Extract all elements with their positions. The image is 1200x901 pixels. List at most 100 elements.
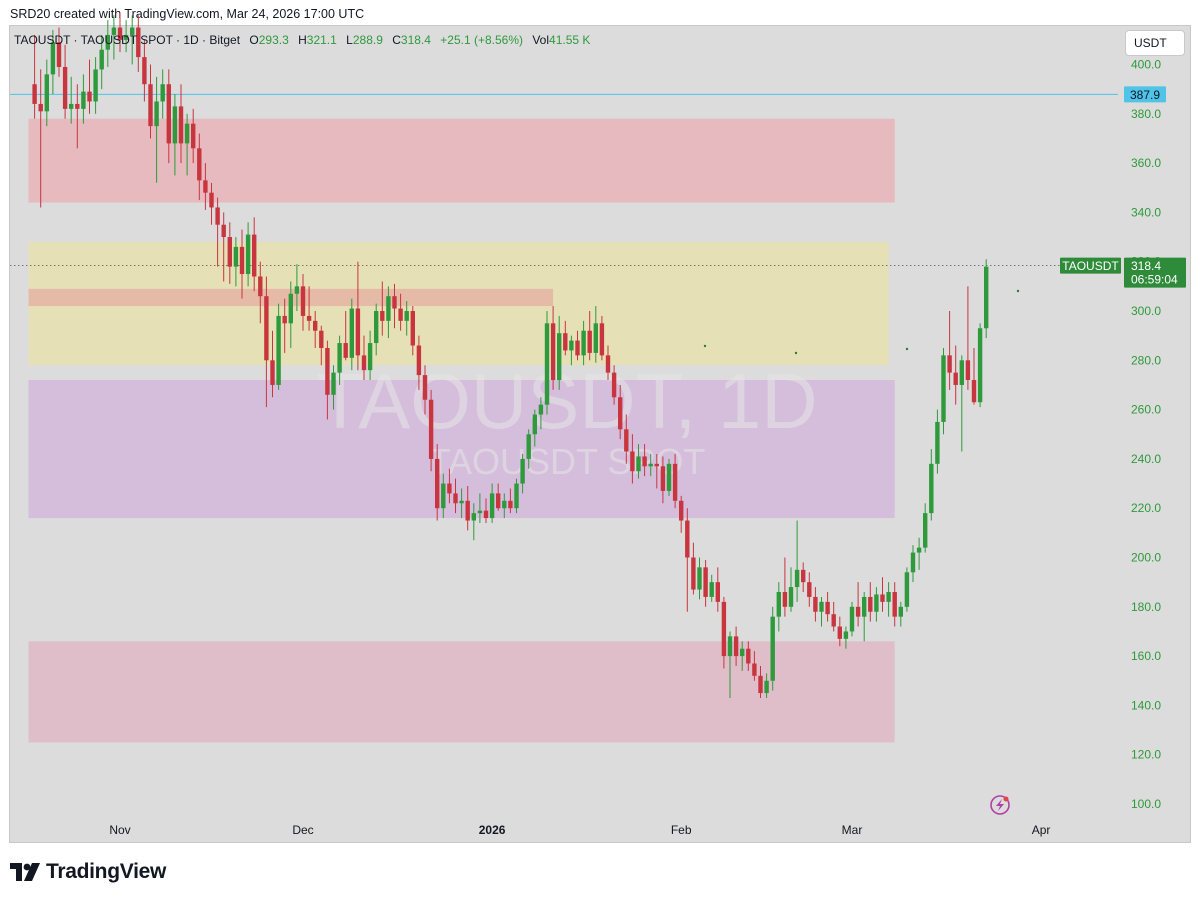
- candle[interactable]: [172, 94, 178, 176]
- candle[interactable]: [575, 330, 580, 361]
- candle[interactable]: [636, 444, 641, 479]
- candle[interactable]: [502, 493, 507, 519]
- candle[interactable]: [422, 365, 428, 415]
- candle[interactable]: [935, 409, 940, 474]
- candle[interactable]: [666, 458, 672, 496]
- candle[interactable]: [672, 453, 678, 509]
- candle[interactable]: [715, 567, 720, 612]
- candle[interactable]: [691, 542, 696, 595]
- candle[interactable]: [398, 293, 403, 331]
- candle[interactable]: [319, 325, 324, 366]
- candle[interactable]: [123, 20, 129, 53]
- candle[interactable]: [807, 572, 812, 607]
- candle[interactable]: [50, 29, 56, 95]
- candle[interactable]: [233, 237, 239, 287]
- candle[interactable]: [380, 281, 385, 336]
- candle[interactable]: [648, 453, 653, 477]
- candle[interactable]: [959, 355, 964, 452]
- candle[interactable]: [93, 57, 98, 114]
- candle[interactable]: [746, 641, 751, 671]
- candle[interactable]: [337, 335, 342, 385]
- candle[interactable]: [62, 44, 68, 119]
- candle[interactable]: [221, 212, 226, 282]
- candle[interactable]: [624, 414, 629, 464]
- candle[interactable]: [776, 582, 781, 632]
- candle[interactable]: [758, 665, 763, 699]
- candle[interactable]: [428, 389, 434, 472]
- candle[interactable]: [453, 478, 458, 514]
- candle[interactable]: [727, 631, 733, 699]
- candle[interactable]: [191, 108, 196, 164]
- candle[interactable]: [740, 641, 745, 671]
- candle[interactable]: [69, 76, 74, 124]
- candle[interactable]: [849, 601, 855, 637]
- tradingview-logo[interactable]: TradingView: [10, 860, 166, 884]
- candle[interactable]: [270, 330, 275, 398]
- candle[interactable]: [721, 596, 727, 669]
- candle[interactable]: [38, 69, 43, 208]
- candle[interactable]: [654, 453, 659, 489]
- candle[interactable]: [313, 311, 318, 348]
- candle[interactable]: [56, 27, 62, 77]
- candle[interactable]: [142, 39, 147, 102]
- candle[interactable]: [593, 306, 598, 363]
- candle[interactable]: [569, 335, 574, 366]
- candle[interactable]: [886, 582, 891, 617]
- horizontal-line-price-tag[interactable]: 387.9: [1124, 86, 1166, 103]
- candle[interactable]: [489, 483, 495, 523]
- candle[interactable]: [984, 259, 989, 339]
- candle[interactable]: [239, 229, 245, 299]
- candle[interactable]: [258, 261, 263, 324]
- candle[interactable]: [148, 64, 153, 139]
- candle[interactable]: [532, 409, 537, 447]
- candle[interactable]: [831, 601, 836, 632]
- candle[interactable]: [44, 59, 49, 127]
- candle[interactable]: [697, 557, 702, 600]
- candle[interactable]: [965, 286, 971, 390]
- candle[interactable]: [483, 498, 489, 523]
- candle[interactable]: [642, 444, 647, 477]
- candle[interactable]: [557, 315, 562, 390]
- candle[interactable]: [374, 303, 379, 356]
- candle[interactable]: [941, 347, 946, 435]
- candle[interactable]: [81, 74, 86, 124]
- candle[interactable]: [203, 163, 208, 210]
- candle[interactable]: [111, 15, 117, 60]
- candle[interactable]: [386, 286, 391, 339]
- candle[interactable]: [178, 84, 184, 164]
- candle[interactable]: [770, 606, 775, 691]
- candle[interactable]: [520, 453, 525, 494]
- candle[interactable]: [880, 577, 885, 612]
- candle[interactable]: [264, 276, 269, 408]
- candle[interactable]: [611, 365, 617, 405]
- candle[interactable]: [679, 495, 684, 533]
- candle[interactable]: [215, 197, 220, 267]
- candle[interactable]: [245, 222, 251, 287]
- candle[interactable]: [538, 397, 544, 430]
- candle[interactable]: [288, 281, 293, 348]
- candle[interactable]: [117, 12, 123, 53]
- candle[interactable]: [825, 592, 830, 622]
- candle[interactable]: [367, 330, 373, 381]
- candle[interactable]: [514, 478, 519, 514]
- candle[interactable]: [862, 592, 867, 642]
- candle[interactable]: [618, 384, 623, 440]
- candle[interactable]: [916, 537, 922, 570]
- candle[interactable]: [788, 567, 794, 612]
- candle[interactable]: [563, 320, 568, 356]
- candle[interactable]: [496, 483, 501, 511]
- candle[interactable]: [923, 503, 928, 553]
- candle[interactable]: [947, 311, 952, 390]
- candle[interactable]: [526, 429, 531, 469]
- candle[interactable]: [154, 76, 159, 183]
- candle[interactable]: [782, 557, 788, 617]
- candle[interactable]: [752, 651, 757, 681]
- candle[interactable]: [544, 311, 550, 415]
- candle[interactable]: [471, 503, 476, 541]
- candle[interactable]: [904, 567, 910, 612]
- candle[interactable]: [874, 587, 879, 622]
- candle[interactable]: [855, 582, 861, 627]
- candle[interactable]: [605, 345, 611, 381]
- candle[interactable]: [87, 59, 92, 114]
- candle[interactable]: [355, 261, 361, 371]
